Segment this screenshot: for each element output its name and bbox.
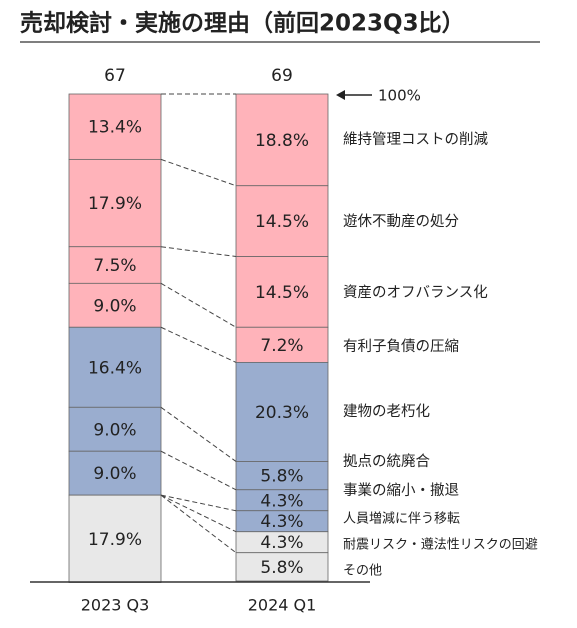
data-label: 17.9% bbox=[88, 194, 142, 214]
data-label: 9.0% bbox=[93, 464, 136, 484]
chart-title: 売却検討・実施の理由（前回2023Q3比） bbox=[20, 10, 465, 37]
legend-label: 拠点の統廃合 bbox=[343, 452, 430, 470]
legend-label: 建物の老朽化 bbox=[343, 403, 430, 420]
total-label: 69 bbox=[271, 66, 293, 86]
bar-segment bbox=[68, 158, 162, 248]
legend-label: 維持管理コストの削減 bbox=[343, 131, 488, 148]
arrow-head bbox=[336, 90, 345, 100]
bar-segment bbox=[68, 93, 162, 160]
bar-segment bbox=[235, 361, 329, 462]
connector bbox=[160, 326, 237, 363]
bar-segment bbox=[68, 406, 162, 452]
connector bbox=[160, 406, 237, 462]
data-label: 5.8% bbox=[260, 467, 303, 487]
connector bbox=[160, 450, 237, 491]
legend-label: 人員増減に伴う移転 bbox=[343, 511, 460, 527]
connector bbox=[160, 494, 237, 512]
total-label: 67 bbox=[104, 66, 126, 86]
legend-label: 有利子負債の圧縮 bbox=[343, 338, 459, 355]
bar-segment bbox=[68, 450, 162, 496]
x-tick-label: 2023 Q3 bbox=[81, 596, 150, 615]
data-label: 16.4% bbox=[88, 358, 142, 378]
data-label: 18.8% bbox=[255, 131, 309, 151]
data-label: 9.0% bbox=[93, 296, 136, 316]
connector bbox=[160, 494, 237, 554]
legend-label: 資産のオフバランス化 bbox=[343, 284, 488, 301]
bar-segment bbox=[235, 552, 329, 582]
bar-segment bbox=[68, 282, 162, 328]
legend-label: その他 bbox=[343, 564, 382, 579]
data-label: 17.9% bbox=[88, 530, 142, 550]
data-label: 14.5% bbox=[255, 212, 309, 232]
x-tick-label: 2024 Q1 bbox=[248, 596, 317, 615]
data-label: 14.5% bbox=[255, 283, 309, 303]
bar-segment bbox=[235, 93, 329, 187]
data-label: 7.2% bbox=[260, 336, 303, 356]
data-label: 7.5% bbox=[93, 256, 136, 276]
annotation: 100% bbox=[378, 87, 421, 105]
legend-label: 遊休不動産の処分 bbox=[343, 213, 459, 230]
connector bbox=[160, 494, 237, 533]
data-label: 4.3% bbox=[260, 533, 303, 553]
bar-segment bbox=[235, 256, 329, 328]
legend-label: 事業の縮小・撤退 bbox=[343, 482, 459, 499]
bar-segment bbox=[68, 246, 162, 284]
data-label: 13.4% bbox=[88, 118, 142, 138]
bar-segment bbox=[235, 185, 329, 257]
bar-segment bbox=[235, 461, 329, 491]
data-label: 20.3% bbox=[255, 403, 309, 423]
legend-label: 耐震リスク・遵法性リスクの回避 bbox=[343, 537, 538, 553]
bar-segment bbox=[68, 326, 162, 408]
data-label: 9.0% bbox=[93, 420, 136, 440]
bar-segment bbox=[235, 326, 329, 363]
data-label: 4.3% bbox=[260, 491, 303, 511]
data-label: 5.8% bbox=[260, 558, 303, 578]
data-label: 4.3% bbox=[260, 512, 303, 532]
connector bbox=[160, 158, 237, 187]
connector bbox=[160, 246, 237, 257]
connector bbox=[160, 282, 237, 328]
